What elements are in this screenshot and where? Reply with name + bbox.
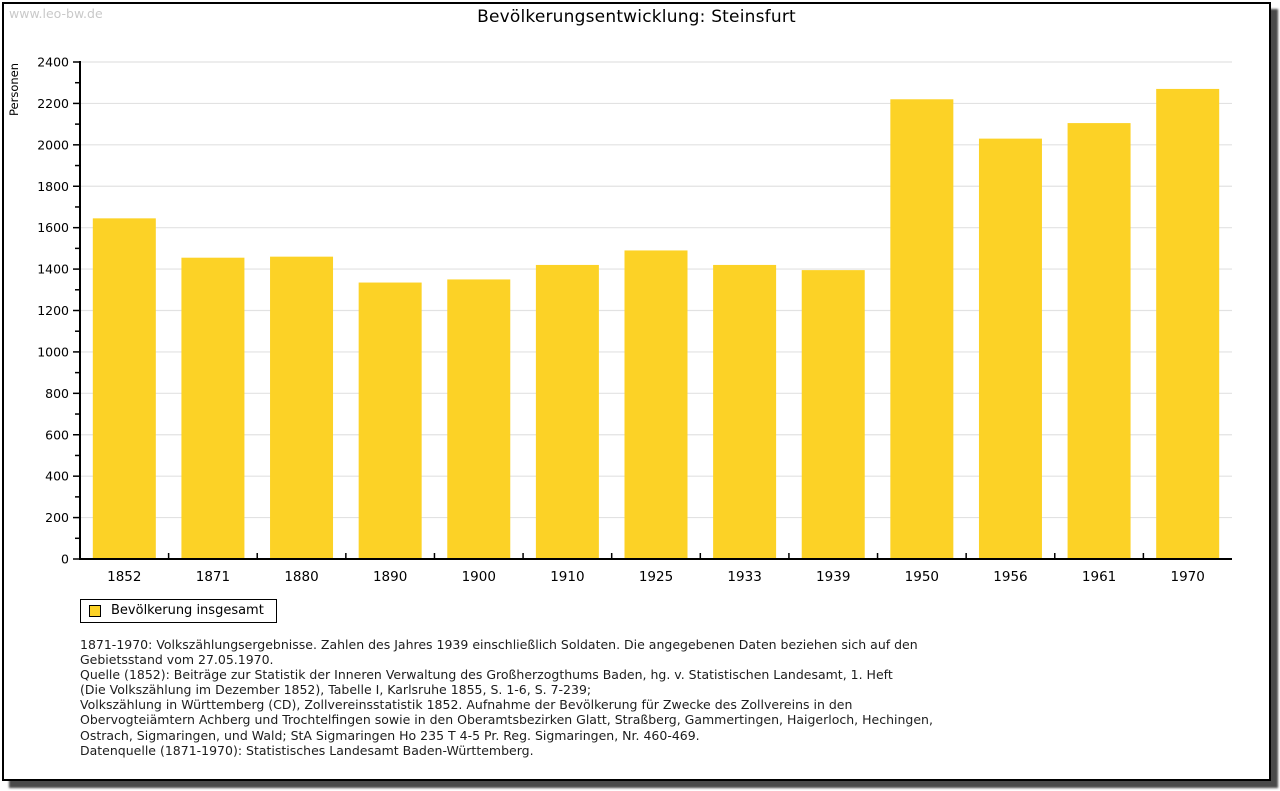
x-label-1890: 1890 [373, 569, 407, 585]
footnote-line: Volkszählung in Württemberg (CD), Zollve… [80, 697, 853, 713]
legend: Bevölkerung insgesamt [80, 599, 277, 623]
y-tick-label-800: 800 [45, 386, 69, 401]
legend-swatch-icon [89, 604, 101, 617]
footnote-line: (Die Volkszählung im Dezember 1852), Tab… [80, 682, 592, 698]
bar-1933 [713, 264, 777, 559]
y-tick-label-1800: 1800 [37, 179, 69, 194]
y-tick-label-600: 600 [45, 427, 69, 442]
x-label-1852: 1852 [107, 569, 141, 585]
x-label-1900: 1900 [462, 569, 496, 585]
bar-1890 [358, 282, 422, 559]
y-tick-label-1200: 1200 [37, 303, 69, 318]
x-label-1925: 1925 [639, 569, 673, 585]
x-label-1880: 1880 [284, 569, 318, 585]
watermark: www.leo-bw.de [9, 6, 103, 21]
bar-1961 [1067, 123, 1131, 559]
footnote-line: 1871-1970: Volkszählungsergebnisse. Zahl… [80, 637, 918, 652]
bar-1852 [92, 218, 156, 560]
y-tick-label-1400: 1400 [37, 262, 69, 277]
footnote-line: Obervogteiämtern Achberg und Trochtelfin… [80, 712, 933, 728]
y-tick-label-2200: 2200 [37, 96, 69, 111]
bar-1956 [978, 138, 1042, 559]
bar-1939 [801, 270, 865, 559]
x-label-1910: 1910 [550, 569, 584, 585]
y-tick-label-2400: 2400 [37, 55, 69, 70]
y-axis-title: Personen [7, 63, 21, 116]
x-label-1939: 1939 [816, 569, 850, 585]
y-tick-label-1000: 1000 [37, 344, 69, 359]
bar-1925 [624, 250, 688, 559]
chart-svg: 0 200 400 600 800 1000 1200 1400 1600 1800 2000 220… [7, 55, 1232, 585]
bar-1880 [270, 256, 334, 559]
footnotes: 1871-1970: Volkszählungsergebnisse. Zahl… [80, 637, 1200, 743]
x-label-1950: 1950 [905, 569, 939, 585]
footnote-line: Quelle (1852): Beiträge zur Statistik de… [80, 667, 893, 683]
bar-1900 [447, 279, 511, 559]
x-label-1933: 1933 [727, 569, 761, 585]
bar-1871 [181, 257, 245, 559]
x-label-1871: 1871 [196, 569, 230, 585]
y-tick-label-400: 400 [45, 469, 69, 484]
x-label-1961: 1961 [1082, 569, 1116, 585]
bar-1970 [1156, 88, 1220, 559]
y-tick-label-2000: 2000 [37, 137, 69, 152]
data-source-line: Datenquelle (1871-1970): Statistisches L… [80, 743, 534, 758]
y-tick-label-200: 200 [45, 510, 69, 525]
bar-1950 [890, 99, 954, 560]
x-label-1956: 1956 [993, 569, 1027, 585]
chart-title: Bevölkerungsentwicklung: Steinsfurt [477, 7, 796, 27]
chart-image: www.leo-bw.de Bevölkerungsentwicklung: S… [2, 2, 1271, 781]
legend-label: Bevölkerung insgesamt [111, 603, 264, 618]
footnote-line: Ostrach, Sigmaringen, und Wald; StA Sigm… [80, 727, 700, 743]
y-tick-label-1600: 1600 [37, 220, 69, 235]
bar-1910 [535, 264, 599, 559]
footnote-line: Gebietsstand vom 27.05.1970. [80, 652, 274, 668]
y-tick-label-0: 0 [61, 552, 69, 567]
x-label-1970: 1970 [1171, 569, 1205, 585]
